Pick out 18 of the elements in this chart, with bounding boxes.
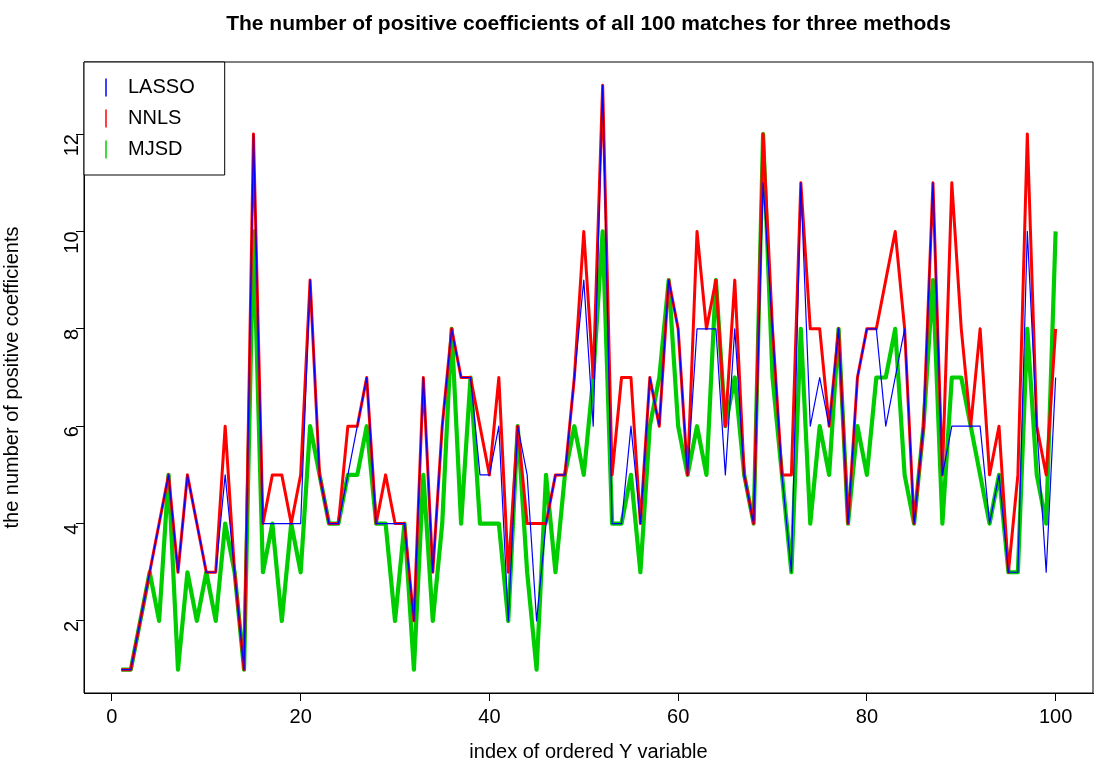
y-tick-label: 8 xyxy=(59,328,82,340)
legend-label: LASSO xyxy=(128,75,195,98)
x-tick-label: 0 xyxy=(106,704,118,727)
y-tick-label: 12 xyxy=(59,134,82,157)
x-tick-label: 80 xyxy=(855,704,879,727)
y-tick-label: 2 xyxy=(59,620,82,633)
x-axis-title: index of ordered Y variable xyxy=(469,739,708,762)
y-tick-label: 6 xyxy=(59,426,82,438)
chart-title: The number of positive coefficients of all 100 matches for three methods xyxy=(226,10,951,34)
y-axis-title: the number of positive coefficients xyxy=(0,226,22,529)
x-tick-label: 60 xyxy=(667,704,690,727)
legend-label: MJSD xyxy=(128,137,183,160)
legend-label: NNLS xyxy=(128,106,182,129)
x-tick-label: 100 xyxy=(1038,704,1073,727)
x-tick-label: 40 xyxy=(478,704,501,727)
x-tick-label: 20 xyxy=(289,704,312,727)
y-tick-label: 10 xyxy=(59,231,82,254)
y-tick-label: 4 xyxy=(59,523,82,535)
